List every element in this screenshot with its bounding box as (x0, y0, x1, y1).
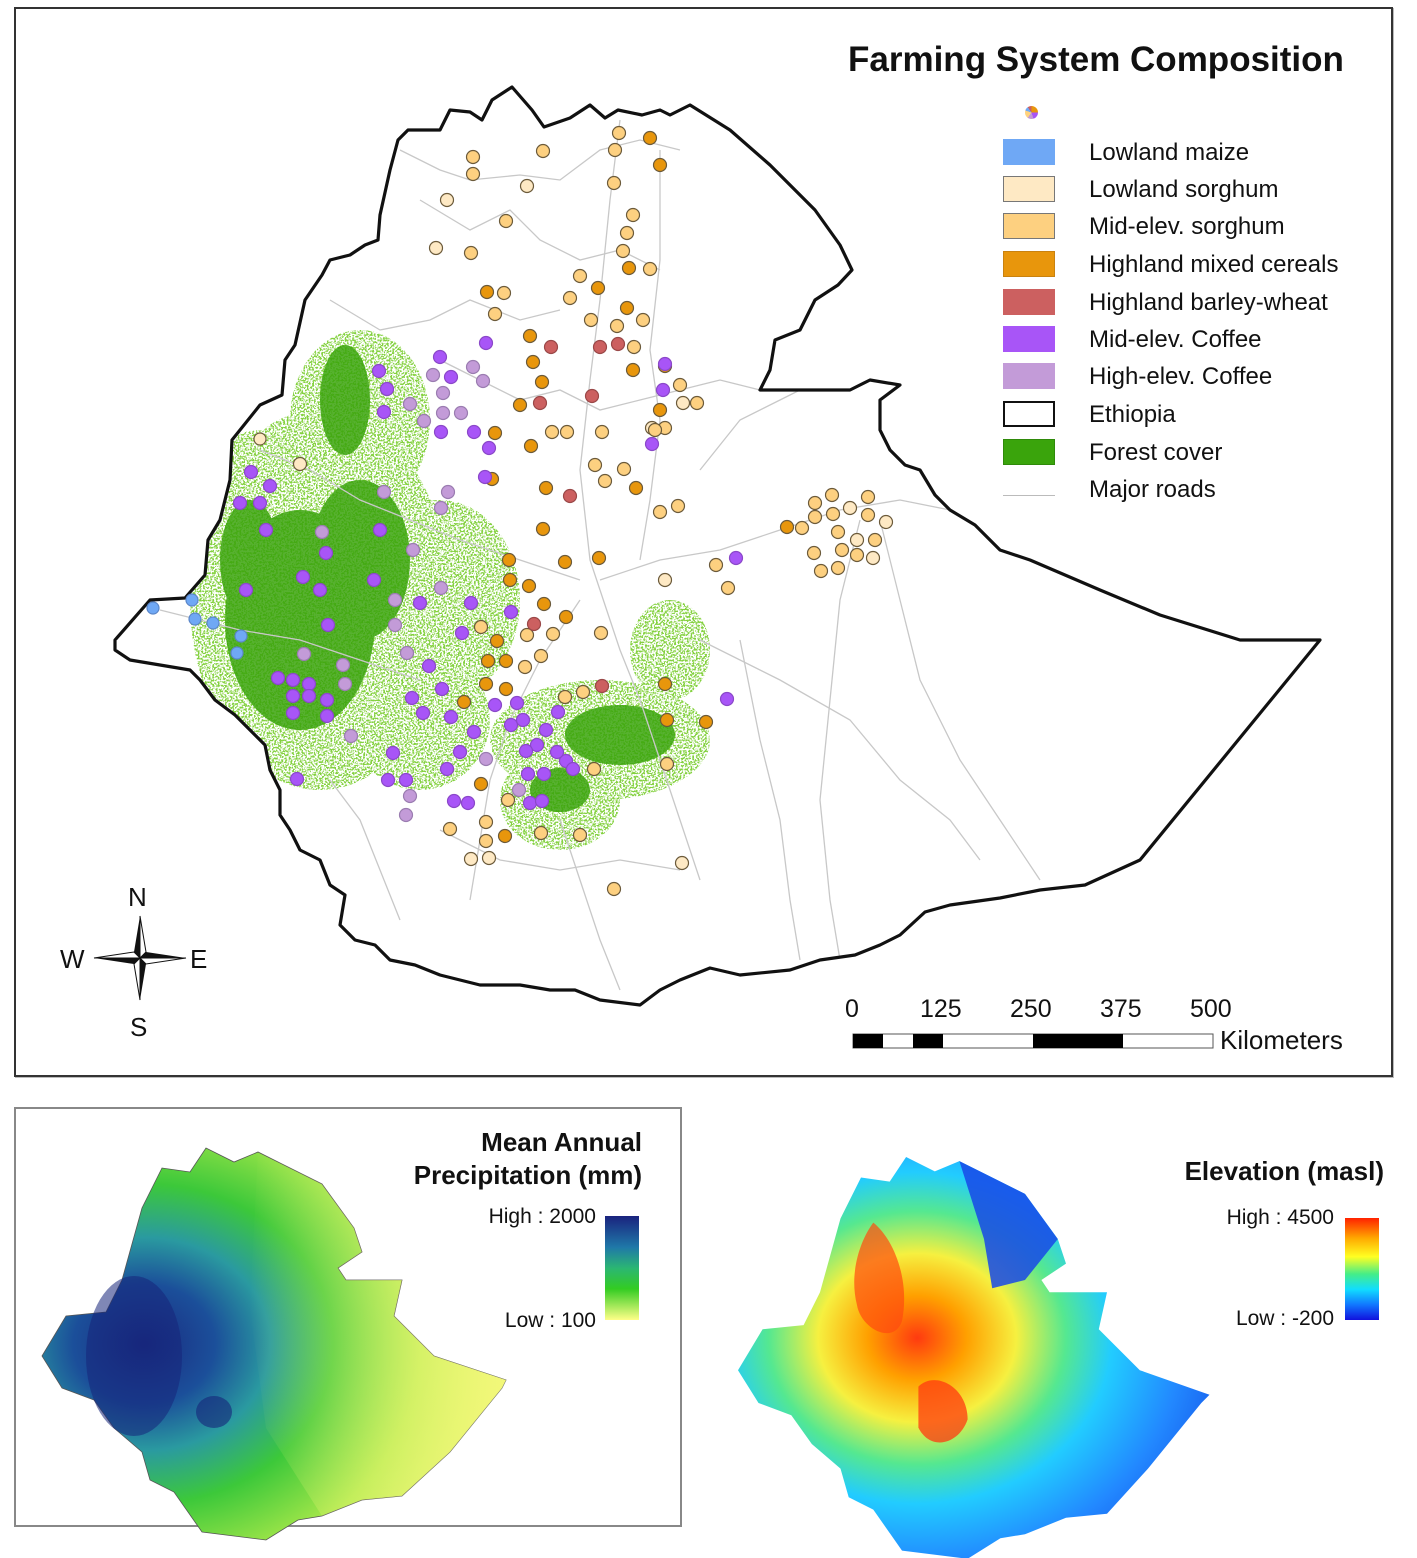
pie-chart-symbol-icon (1025, 106, 1038, 119)
compass-north-label: N (128, 882, 147, 912)
elevation-map-shape (738, 1157, 1210, 1558)
elevation-color-ramp (1345, 1218, 1379, 1320)
legend-label: Lowland maize (1089, 139, 1250, 166)
scale-tick-500: 500 (1190, 995, 1232, 1023)
legend-item-mid-elev-sorghum: Mid-elev. sorghum (1003, 211, 1285, 241)
major-roads-line-swatch (1003, 495, 1055, 496)
legend-item-major-roads: Major roads (1003, 474, 1216, 504)
legend-label: Mid-elev. sorghum (1089, 213, 1285, 240)
farming-system-points (146, 125, 894, 897)
legend-label: Major roads (1089, 476, 1216, 503)
map-title: Farming System Composition (848, 40, 1344, 79)
elevation-title: Elevation (masl) (1184, 1156, 1384, 1186)
precipitation-title-line1: Mean Annual (481, 1127, 642, 1157)
main-map-canvas (93, 85, 1322, 1049)
compass-west-label: W (60, 944, 85, 974)
legend-label: Highland mixed cereals (1089, 251, 1339, 278)
compass-east-label: E (190, 944, 208, 974)
legend-item-mid-elev-coffee: Mid-elev. Coffee (1003, 324, 1262, 354)
precipitation-low-label: Low : 100 (504, 1309, 596, 1332)
forest-cover-swatch (1003, 439, 1055, 465)
precipitation-title: Mean Annual Precipitation (mm) (360, 1126, 642, 1192)
legend-item-lowland-sorghum: Lowland sorghum (1003, 174, 1278, 204)
legend-item-lowland-maize: Lowland maize (1003, 137, 1249, 167)
precipitation-title-line2: Precipitation (mm) (413, 1160, 642, 1190)
legend-label: Highland barley-wheat (1089, 289, 1328, 316)
elevation-high-label: High : 4500 (1226, 1206, 1334, 1229)
high-elev-coffee-swatch (1003, 363, 1055, 389)
ethiopia-outline-swatch (1003, 401, 1055, 427)
scale-tick-125: 125 (920, 995, 962, 1023)
legend-item-ethiopia: Ethiopia (1003, 399, 1176, 429)
lowland-sorghum-swatch (1003, 176, 1055, 202)
scale-tick-0: 0 (845, 995, 859, 1023)
legend-label: High-elev. Coffee (1089, 363, 1273, 390)
precipitation-high-label: High : 2000 (488, 1205, 596, 1228)
legend-label: Mid-elev. Coffee (1089, 326, 1262, 353)
mid-elev-sorghum-swatch (1003, 213, 1055, 239)
major-roads-layer (159, 119, 1041, 991)
elevation-low-label: Low : -200 (1235, 1307, 1334, 1330)
highland-mixed-cereals-swatch (1003, 251, 1055, 277)
lowland-maize-swatch (1003, 139, 1055, 165)
legend-item-highland-mixed-cereals: Highland mixed cereals (1003, 249, 1338, 279)
legend-label: Ethiopia (1089, 401, 1176, 428)
scale-unit-label: Kilometers (1220, 1025, 1343, 1055)
mid-elev-coffee-swatch (1003, 326, 1055, 352)
legend-item-forest-cover: Forest cover (1003, 437, 1222, 467)
compass-south-label: S (130, 1012, 148, 1042)
legend-item-high-elev-coffee: High-elev. Coffee (1003, 361, 1272, 391)
highland-barley-wheat-swatch (1003, 289, 1055, 315)
legend-label: Forest cover (1089, 439, 1223, 466)
scale-tick-250: 250 (1010, 995, 1052, 1023)
legend-label: Lowland sorghum (1089, 176, 1279, 203)
compass-rose-icon (93, 915, 187, 1001)
scale-tick-375: 375 (1100, 995, 1142, 1023)
scale-bar (852, 1033, 1214, 1049)
legend-item-highland-barley-wheat: Highland barley-wheat (1003, 287, 1328, 317)
